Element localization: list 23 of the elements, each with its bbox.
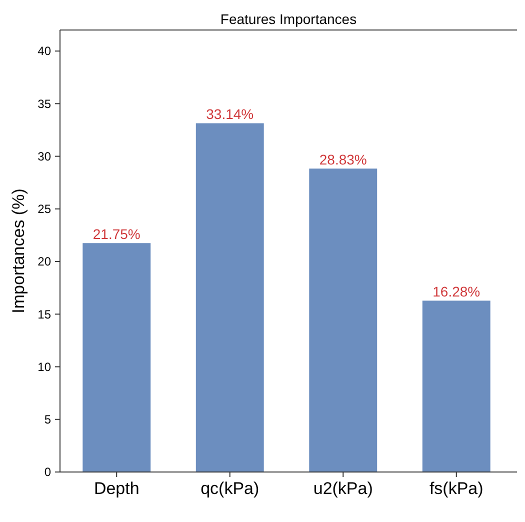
chart-title: Features Importances xyxy=(220,11,357,27)
y-tick-label: 35 xyxy=(38,96,52,111)
y-tick-label: 5 xyxy=(44,412,52,427)
x-tick-label: u2(kPa) xyxy=(313,479,373,498)
y-tick-label: 30 xyxy=(38,149,52,164)
data-label: 28.83% xyxy=(319,152,367,168)
y-tick-label: 40 xyxy=(38,44,52,58)
bar xyxy=(309,168,378,472)
y-tick-label: 25 xyxy=(38,202,52,216)
data-label: 33.14% xyxy=(206,106,254,122)
x-tick-label: Depth xyxy=(94,479,140,498)
y-tick-label: 0 xyxy=(44,465,52,480)
y-tick-label: 20 xyxy=(38,254,52,269)
x-tick-label: qc(kPa) xyxy=(200,479,260,498)
y-tick-label: 10 xyxy=(38,360,52,374)
y-tick-label: 15 xyxy=(38,307,52,322)
data-label: 21.75% xyxy=(92,226,140,242)
x-tick-label: fs(kPa) xyxy=(429,479,484,498)
bar xyxy=(196,123,264,472)
bar xyxy=(422,300,490,472)
bar xyxy=(82,243,151,472)
y-axis-title: Importances (%) xyxy=(9,188,28,314)
data-label: 16.28% xyxy=(432,284,480,300)
